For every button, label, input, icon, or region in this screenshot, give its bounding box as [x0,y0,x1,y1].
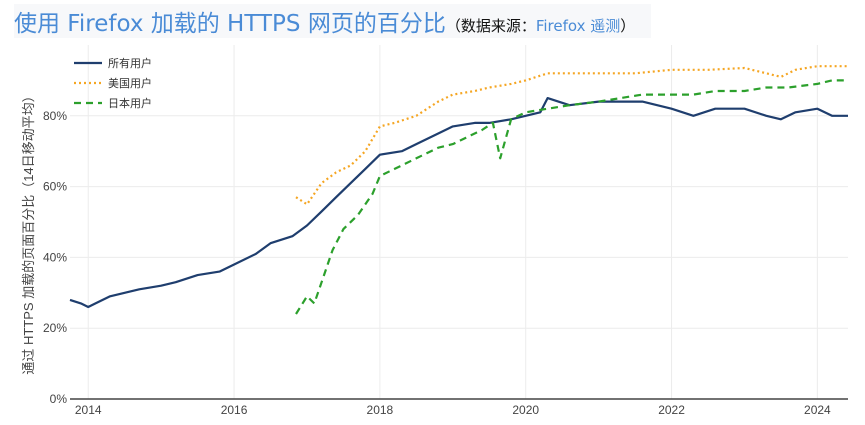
y-tick-label: 0% [50,392,68,406]
x-tick-label: 2024 [804,403,831,417]
x-tick-label: 2014 [75,403,102,417]
x-tick-label: 2022 [658,403,685,417]
legend-label[interactable]: 美国用户 [108,76,152,90]
series-line-2 [295,79,848,315]
y-tick-label: 60% [43,180,67,194]
x-tick-label: 2020 [512,403,539,417]
x-tick-label: 2016 [221,403,248,417]
y-axis-label: 通过 HTTPS 加载的页面百分比（14日移动平均） [21,89,36,374]
y-tick-label: 80% [43,109,67,123]
legend-label[interactable]: 日本用户 [108,96,152,110]
y-tick-label: 40% [43,250,67,264]
telemetry-link[interactable]: Firefox 遥测 [535,17,621,35]
chart-title: 使用 Firefox 加载的 HTTPS 网页的百分比（数据来源：Firefox… [14,4,652,38]
title-sub-open: （数据来源： [445,17,536,35]
series-line-0 [69,96,848,309]
series-line-1 [295,65,848,206]
title-main: 使用 Firefox 加载的 HTTPS 网页的百分比 [14,11,446,37]
legend-label[interactable]: 所有用户 [108,56,152,70]
x-tick-label: 2018 [367,403,394,417]
y-tick-label: 20% [43,321,67,335]
title-sub-close: ） [620,17,636,35]
